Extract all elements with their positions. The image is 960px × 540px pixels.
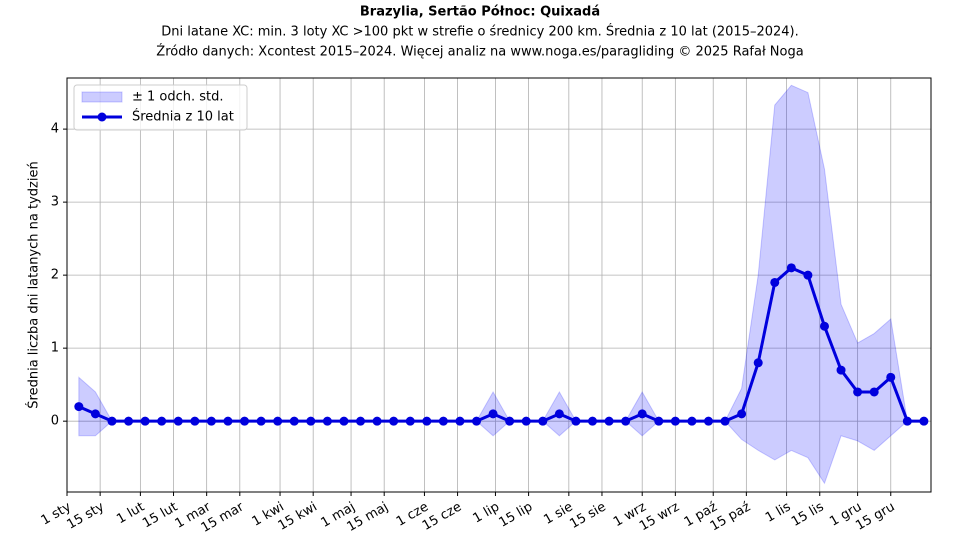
data-point — [604, 416, 614, 426]
data-point — [140, 416, 150, 426]
x-tick-label: 1 lip — [471, 500, 503, 527]
data-point — [223, 416, 233, 426]
data-point — [803, 270, 813, 280]
data-point — [521, 416, 531, 426]
data-point — [919, 416, 929, 426]
data-point — [107, 416, 117, 426]
data-point — [853, 387, 863, 397]
data-point — [720, 416, 730, 426]
data-point — [886, 372, 896, 382]
data-point — [124, 416, 134, 426]
data-point — [703, 416, 713, 426]
data-point — [488, 409, 498, 419]
y-tick-label: 4 — [51, 122, 59, 137]
legend-marker — [97, 112, 107, 122]
data-point — [687, 416, 697, 426]
plot-frame — [66, 77, 932, 493]
x-tick-label: 15 gru — [853, 500, 897, 534]
legend-label: Średnia z 10 lat — [132, 109, 234, 125]
data-point — [74, 402, 84, 412]
data-point — [472, 416, 482, 426]
data-point — [819, 321, 829, 331]
data-point — [157, 416, 167, 426]
data-point — [571, 416, 581, 426]
chart-title: Brazylia, Sertão Północ: Quixadá — [360, 5, 600, 20]
x-tick-label: 15 lis — [789, 499, 827, 529]
data-point — [273, 416, 283, 426]
y-tick-label: 0 — [51, 414, 59, 429]
data-point — [206, 416, 216, 426]
data-point — [438, 416, 448, 426]
data-point — [786, 263, 796, 273]
data-point — [588, 416, 598, 426]
series-line — [78, 266, 924, 423]
x-tick-label: 15 sie — [567, 500, 608, 533]
data-point — [621, 416, 631, 426]
legend-swatch — [81, 91, 123, 103]
legend-box — [73, 84, 248, 131]
y-tick-label: 1 — [51, 341, 59, 356]
data-point — [505, 416, 515, 426]
data-point — [654, 416, 664, 426]
x-tick-label: 1 lis — [763, 499, 794, 525]
data-point — [422, 416, 432, 426]
chart-subtitle: Źródło danych: Xcontest 2015–2024. Więce… — [156, 44, 803, 60]
data-point — [173, 416, 183, 426]
data-point — [322, 416, 332, 426]
data-point — [356, 416, 366, 426]
data-point — [753, 358, 763, 368]
y-tick-label: 3 — [51, 195, 59, 210]
data-point — [902, 416, 912, 426]
data-point — [455, 416, 465, 426]
std-band — [78, 84, 924, 485]
data-point — [538, 416, 548, 426]
data-point — [289, 416, 299, 426]
x-tick-label: 15 kwi — [276, 500, 320, 534]
data-point — [372, 416, 382, 426]
data-point — [554, 409, 564, 419]
data-point — [770, 277, 780, 287]
y-tick-label: 2 — [51, 268, 59, 283]
data-point — [190, 416, 200, 426]
data-point — [836, 365, 846, 375]
data-point — [90, 409, 100, 419]
y-axis-label: Średnia liczba dni latanych na tydzień — [26, 161, 42, 408]
x-tick-label: 15 sty — [65, 499, 108, 532]
data-point — [637, 409, 647, 419]
data-point — [869, 387, 879, 397]
data-point — [240, 416, 250, 426]
x-tick-label: 15 lip — [497, 500, 536, 531]
data-point — [306, 416, 316, 426]
data-point — [256, 416, 266, 426]
x-tick-label: 15 lut — [140, 500, 180, 532]
data-point — [389, 416, 399, 426]
data-point — [737, 409, 747, 419]
data-point — [339, 416, 349, 426]
data-point — [670, 416, 680, 426]
chart-subtitle: Dni latane XC: min. 3 loty XC >100 pkt w… — [161, 24, 799, 40]
legend-label: ± 1 odch. std. — [132, 90, 224, 105]
data-point — [405, 416, 415, 426]
